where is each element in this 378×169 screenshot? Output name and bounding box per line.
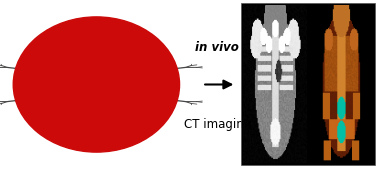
Bar [241, 3, 375, 165]
Ellipse shape [13, 17, 180, 152]
Text: in vivo: in vivo [195, 41, 239, 54]
Text: CT imaging: CT imaging [184, 118, 251, 131]
